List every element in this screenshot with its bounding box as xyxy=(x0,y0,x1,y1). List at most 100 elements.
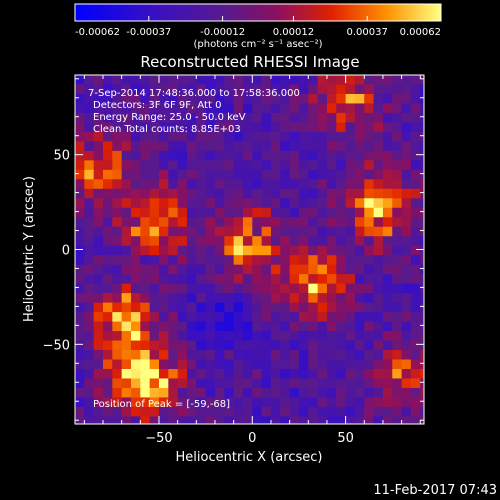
heatmap-cell xyxy=(214,217,225,228)
heatmap-cell xyxy=(401,141,412,152)
heatmap-cell xyxy=(158,169,169,180)
heatmap-cell xyxy=(401,350,412,361)
heatmap-cell xyxy=(289,122,300,133)
heatmap-cell xyxy=(186,207,197,218)
heatmap-cell xyxy=(196,293,207,304)
heatmap-cell xyxy=(186,302,197,313)
heatmap-cell xyxy=(392,236,403,247)
heatmap-cell xyxy=(392,131,403,142)
chart-title: Reconstructed RHESSI Image xyxy=(140,53,359,71)
heatmap-cell xyxy=(130,226,141,237)
heatmap-cell xyxy=(140,217,151,228)
heatmap-cell xyxy=(149,207,160,218)
heatmap-cell xyxy=(224,93,235,104)
heatmap-cell xyxy=(214,416,225,424)
heatmap-cell xyxy=(392,188,403,199)
heatmap-cell xyxy=(214,131,225,142)
heatmap-cell xyxy=(102,217,113,228)
heatmap-cell xyxy=(233,122,244,133)
heatmap-cell xyxy=(177,293,188,304)
heatmap-cell xyxy=(177,84,188,95)
heatmap-cell xyxy=(317,397,328,408)
heatmap-cell xyxy=(298,387,309,398)
heatmap-cell xyxy=(140,198,151,209)
heatmap-cell xyxy=(270,84,281,95)
heatmap-cell xyxy=(186,245,197,256)
heatmap-cell xyxy=(205,141,216,152)
heatmap-cell xyxy=(326,321,337,332)
heatmap-cell xyxy=(121,331,132,342)
heatmap-cell xyxy=(261,150,272,161)
heatmap-cell xyxy=(186,368,197,379)
heatmap-cell xyxy=(149,359,160,370)
heatmap-cell xyxy=(205,283,216,294)
heatmap-cell xyxy=(373,236,384,247)
heatmap-cell xyxy=(354,75,365,85)
heatmap-cell xyxy=(298,359,309,370)
heatmap-cell xyxy=(364,387,375,398)
heatmap-cell xyxy=(149,245,160,256)
heatmap-cell xyxy=(354,255,365,266)
heatmap-cell xyxy=(420,131,424,142)
heatmap-cell xyxy=(317,169,328,180)
heatmap-cell xyxy=(121,368,132,379)
heatmap-cell xyxy=(158,378,169,389)
heatmap-cell xyxy=(121,226,132,237)
heatmap-cell xyxy=(410,112,421,123)
heatmap-cell xyxy=(112,359,123,370)
heatmap-cell xyxy=(186,255,197,266)
heatmap-cell xyxy=(224,293,235,304)
heatmap-cell xyxy=(140,84,151,95)
heatmap-cell xyxy=(214,179,225,190)
heatmap-cell xyxy=(121,84,132,95)
heatmap-cell xyxy=(93,122,104,133)
footer-timestamp: 11-Feb-2017 07:43 xyxy=(373,483,497,498)
heatmap-cell xyxy=(382,387,393,398)
heatmap-cell xyxy=(149,93,160,104)
heatmap-cell xyxy=(177,75,188,85)
heatmap-cell xyxy=(410,331,421,342)
heatmap-cell xyxy=(308,103,319,114)
heatmap-cell xyxy=(93,188,104,199)
heatmap-cell xyxy=(401,359,412,370)
heatmap-cell xyxy=(158,264,169,275)
heatmap-cell xyxy=(186,359,197,370)
heatmap-cell xyxy=(392,93,403,104)
heatmap-cell xyxy=(140,264,151,275)
y-axis-label: Heliocentric Y (arcsec) xyxy=(22,176,37,322)
heatmap-cell xyxy=(224,112,235,123)
heatmap-cell xyxy=(121,416,132,424)
heatmap-cell xyxy=(102,350,113,361)
heatmap-cell xyxy=(345,312,356,323)
heatmap-cell xyxy=(84,141,95,152)
heatmap-cell xyxy=(252,207,263,218)
heatmap-cell xyxy=(261,397,272,408)
heatmap-cell xyxy=(410,84,421,95)
heatmap-cell xyxy=(102,255,113,266)
heatmap-cell xyxy=(336,169,347,180)
heatmap-cell xyxy=(345,141,356,152)
heatmap-cell xyxy=(149,255,160,266)
heatmap-cell xyxy=(233,331,244,342)
heatmap-cell xyxy=(410,93,421,104)
heatmap-cell xyxy=(280,188,291,199)
heatmap-cell xyxy=(130,378,141,389)
heatmap-cell xyxy=(280,150,291,161)
heatmap-cell xyxy=(233,226,244,237)
heatmap-cell xyxy=(270,274,281,285)
heatmap-cell xyxy=(345,169,356,180)
heatmap-cell xyxy=(158,245,169,256)
heatmap-cell xyxy=(75,236,85,247)
heatmap-cell xyxy=(242,368,253,379)
heatmap-cell xyxy=(354,112,365,123)
heatmap-cell xyxy=(354,359,365,370)
heatmap-cell xyxy=(130,245,141,256)
heatmap-cell xyxy=(84,217,95,228)
colorbar: -0.00062 -0.00037 -0.00012 0.00012 0.00037 0.… xyxy=(74,3,442,50)
heatmap-cell xyxy=(121,160,132,171)
heatmap-cell xyxy=(140,93,151,104)
heatmap-cell xyxy=(317,207,328,218)
heatmap-cell xyxy=(205,169,216,180)
heatmap-cell xyxy=(308,397,319,408)
heatmap-cell xyxy=(214,236,225,247)
